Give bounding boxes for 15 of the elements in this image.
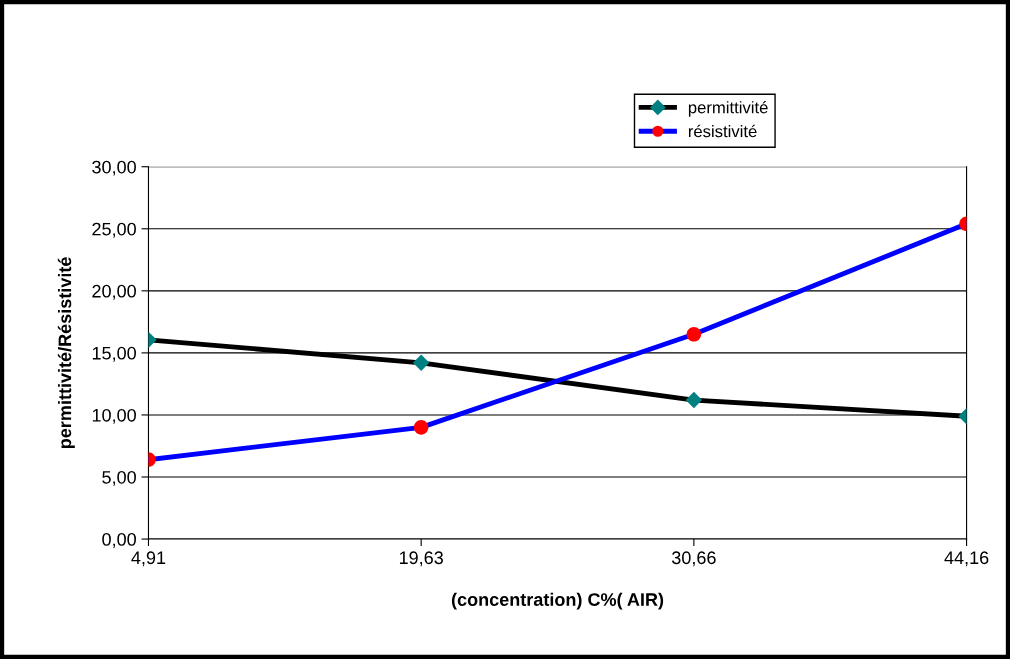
x-tick-label: 30,66: [671, 551, 716, 567]
x-tick-label: 44,16: [944, 551, 989, 567]
y-axis-title: permittivité/Résistivité: [57, 257, 75, 449]
x-tick-label: 4,91: [131, 551, 166, 567]
y-tick-label: 0,00: [102, 533, 136, 548]
y-tick-label: 30,00: [92, 160, 136, 176]
x-axis-title: (concentration) C%( AIR): [451, 592, 664, 610]
y-tick-label: 15,00: [92, 346, 136, 362]
y-tick-label: 20,00: [92, 284, 136, 300]
y-tick-label: 5,00: [102, 470, 136, 486]
legend-label: permittivité: [688, 100, 768, 117]
x-tick-label: 19,63: [399, 551, 443, 567]
y-tick-label: 10,00: [92, 408, 136, 424]
y-tick-label: 25,00: [92, 222, 136, 238]
legend-label: résistivité: [688, 124, 757, 138]
